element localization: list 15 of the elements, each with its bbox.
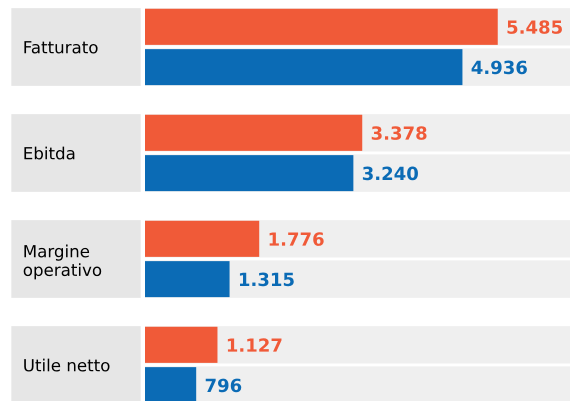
data-label: 3.240 — [362, 166, 418, 180]
data-label: 3.378 — [372, 126, 427, 140]
data-label: 4.936 — [472, 60, 527, 74]
bar — [145, 261, 230, 298]
y-tick-label: Fatturato — [24, 41, 98, 54]
data-label: 1.776 — [270, 232, 324, 246]
y-tick-label: Ebitda — [24, 146, 74, 160]
data-label: 1.127 — [228, 338, 282, 352]
data-label: 5.485 — [507, 20, 562, 34]
y-tick-label: Utile netto — [24, 358, 110, 372]
data-label: 796 — [206, 378, 242, 392]
bar — [145, 326, 218, 363]
bar — [145, 220, 260, 257]
data-label: 1.315 — [240, 272, 294, 286]
y-tick-label: Margine operativo — [24, 244, 102, 280]
